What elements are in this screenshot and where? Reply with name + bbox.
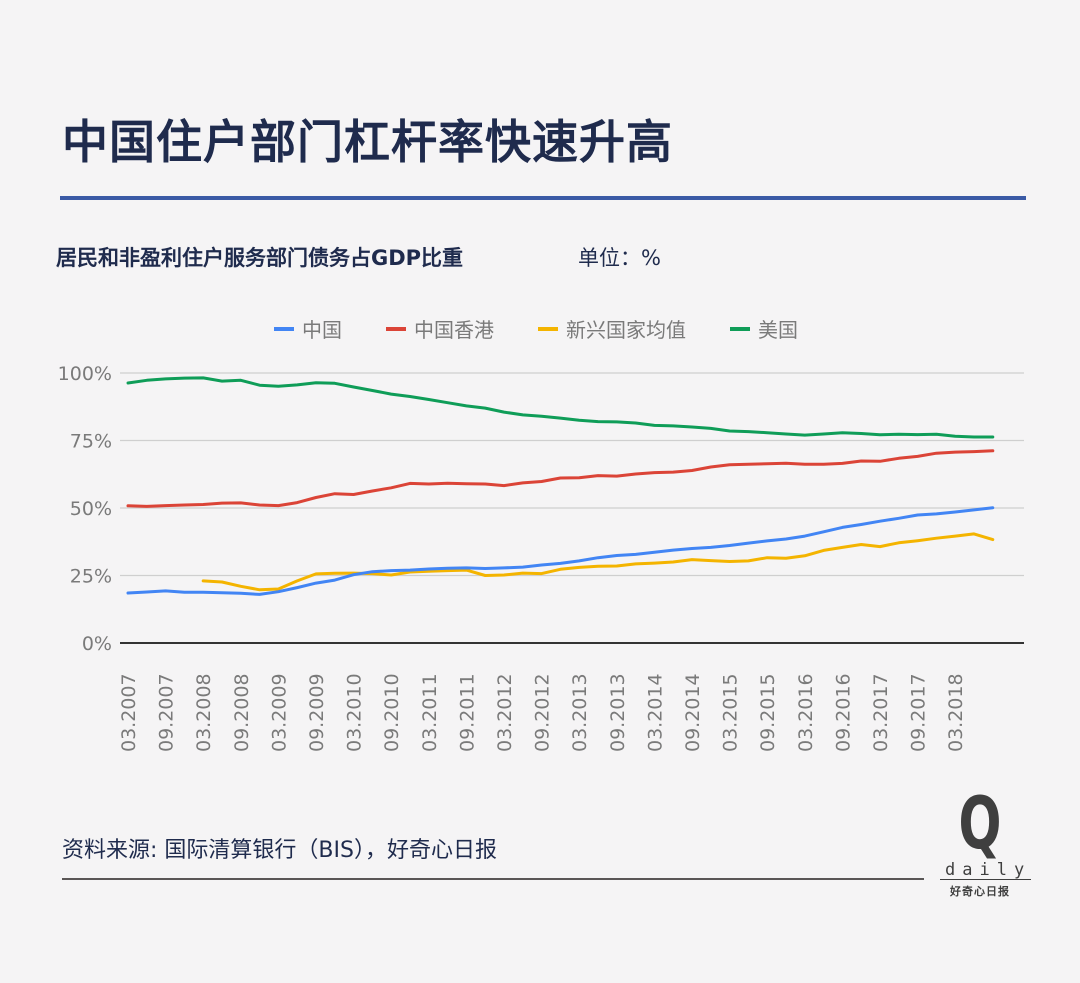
x-tick-label: 09.2016 — [832, 673, 854, 752]
x-tick-label: 09.2007 — [156, 673, 178, 752]
x-tick-label: 03.2007 — [118, 673, 140, 752]
title-divider — [60, 196, 1026, 200]
qdaily-logo: Q daily 好奇心日报 — [940, 781, 1032, 899]
x-tick-label: 09.2008 — [231, 673, 253, 752]
legend-item-hongkong[interactable]: 中国香港 — [386, 314, 494, 343]
x-tick-label: 09.2010 — [381, 673, 403, 752]
legend-label: 中国 — [302, 318, 342, 342]
chart-legend: 中国 中国香港 新兴国家均值 美国 — [274, 314, 842, 343]
unit-label: 单位：% — [578, 246, 661, 270]
x-tick-label: 09.2017 — [908, 673, 930, 752]
y-tick-label: 0% — [82, 633, 112, 655]
legend-swatch-china — [274, 326, 294, 331]
x-tick-label: 03.2008 — [193, 673, 215, 752]
logo-wordmark: daily — [940, 861, 1032, 880]
series-line — [126, 376, 995, 439]
x-tick-label: 09.2012 — [532, 673, 554, 752]
y-tick-label: 75% — [70, 431, 112, 453]
legend-label: 中国香港 — [414, 318, 494, 342]
x-tick-label: 03.2012 — [494, 673, 516, 752]
line-chart: 0% 25% 50% 75% 100% 03.2007 09.2007 03.2008 09.… — [58, 363, 1024, 752]
series-lines — [126, 376, 995, 596]
y-tick-label: 100% — [58, 363, 112, 385]
logo-q-icon: Q — [958, 781, 1002, 865]
x-tick-label: 03.2014 — [644, 673, 666, 752]
series-line — [126, 506, 995, 596]
x-tick-label: 09.2009 — [306, 673, 328, 752]
y-axis-labels: 0% 25% 50% 75% 100% — [58, 363, 112, 655]
legend-label: 美国 — [758, 318, 798, 342]
y-tick-label: 50% — [70, 498, 112, 520]
y-tick-label: 25% — [70, 566, 112, 588]
x-tick-label: 09.2014 — [682, 673, 704, 752]
x-tick-label: 03.2013 — [569, 673, 591, 752]
x-tick-label: 03.2010 — [344, 673, 366, 752]
chart-subtitle: 居民和非盈利住户服务部门债务占GDP比重 — [56, 246, 464, 270]
footer-divider — [62, 878, 924, 880]
series-line — [201, 532, 995, 592]
legend-label: 新兴国家均值 — [566, 318, 686, 342]
x-tick-label: 03.2017 — [870, 673, 892, 752]
x-tick-label: 03.2018 — [945, 673, 967, 752]
x-tick-label: 09.2015 — [757, 673, 779, 752]
x-axis-labels: 03.2007 09.2007 03.2008 09.2008 03.2009 09.20… — [118, 673, 967, 752]
legend-item-emerging[interactable]: 新兴国家均值 — [538, 314, 686, 343]
legend-swatch-hongkong — [386, 326, 406, 331]
gridlines — [120, 372, 1024, 644]
legend-swatch-emerging — [538, 326, 558, 331]
legend-item-usa[interactable]: 美国 — [730, 314, 798, 343]
legend-item-china[interactable]: 中国 — [274, 314, 342, 343]
x-tick-label: 09.2011 — [456, 673, 478, 752]
x-tick-label: 03.2009 — [268, 673, 290, 752]
x-tick-label: 03.2011 — [419, 673, 441, 752]
logo-cn-text: 好奇心日报 — [950, 885, 1010, 898]
series-line — [126, 449, 995, 508]
chart-title: 中国住户部门杠杆率快速升高 — [62, 115, 673, 169]
legend-swatch-usa — [730, 326, 750, 331]
source-note: 资料来源: 国际清算银行（BIS），好奇心日报 — [62, 838, 497, 863]
x-tick-label: 03.2016 — [795, 673, 817, 752]
x-tick-label: 03.2015 — [720, 673, 742, 752]
x-tick-label: 09.2013 — [607, 673, 629, 752]
